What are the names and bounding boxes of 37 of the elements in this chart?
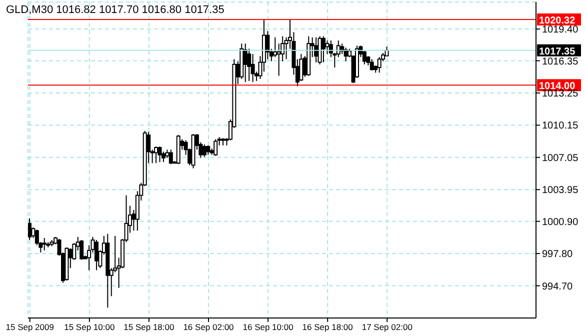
y-tick-label: 997.80 [542, 249, 574, 260]
y-tick-label: 994.70 [542, 281, 574, 292]
candlestick [276, 43, 281, 76]
candlestick [325, 40, 330, 54]
ref-line-label: 1017.35 [539, 46, 576, 58]
candlestick [80, 240, 84, 260]
candlestick [206, 144, 210, 156]
candlestick [28, 218, 32, 241]
candlestick [377, 56, 382, 74]
y-tick-label: 1003.95 [542, 185, 579, 196]
x-tick-label: 16 Sep 02:00 [183, 322, 234, 332]
candlestick [202, 144, 206, 158]
x-tick-label: 16 Sep 10:00 [242, 322, 294, 332]
y-tick-label: 1016.35 [542, 56, 579, 68]
candlestick [266, 30, 270, 60]
candlestick [214, 138, 218, 156]
y-tick-label: 1010.15 [542, 120, 579, 132]
candlestick [322, 36, 326, 63]
y-tick-label: 1019.40 [542, 24, 579, 36]
ref-line-label: 1020.32 [539, 15, 576, 26]
x-tick-label: 15 Sep 18:00 [124, 322, 175, 332]
x-tick-label: 17 Sep 02:00 [362, 322, 413, 332]
candlestick [158, 146, 162, 163]
y-tick-label: 1007.05 [542, 152, 579, 164]
x-tick-label: 15 Sep 10:00 [64, 322, 115, 332]
candlestick [314, 36, 318, 63]
candlestick [250, 53, 255, 83]
candlestick [168, 149, 173, 165]
candlestick [318, 36, 322, 65]
chart-title: GLD,M30 1016.82 1017.70 1016.80 1017.35 [6, 4, 224, 16]
candlestick [42, 237, 46, 251]
candlestick [370, 58, 374, 72]
x-tick-label: 16 Sep 18:00 [302, 322, 354, 332]
candlestick [154, 146, 158, 164]
x-tick-label: 15 Sep 2009 [6, 322, 54, 332]
candlestick [94, 240, 98, 271]
y-tick-label: 1000.90 [542, 216, 579, 228]
